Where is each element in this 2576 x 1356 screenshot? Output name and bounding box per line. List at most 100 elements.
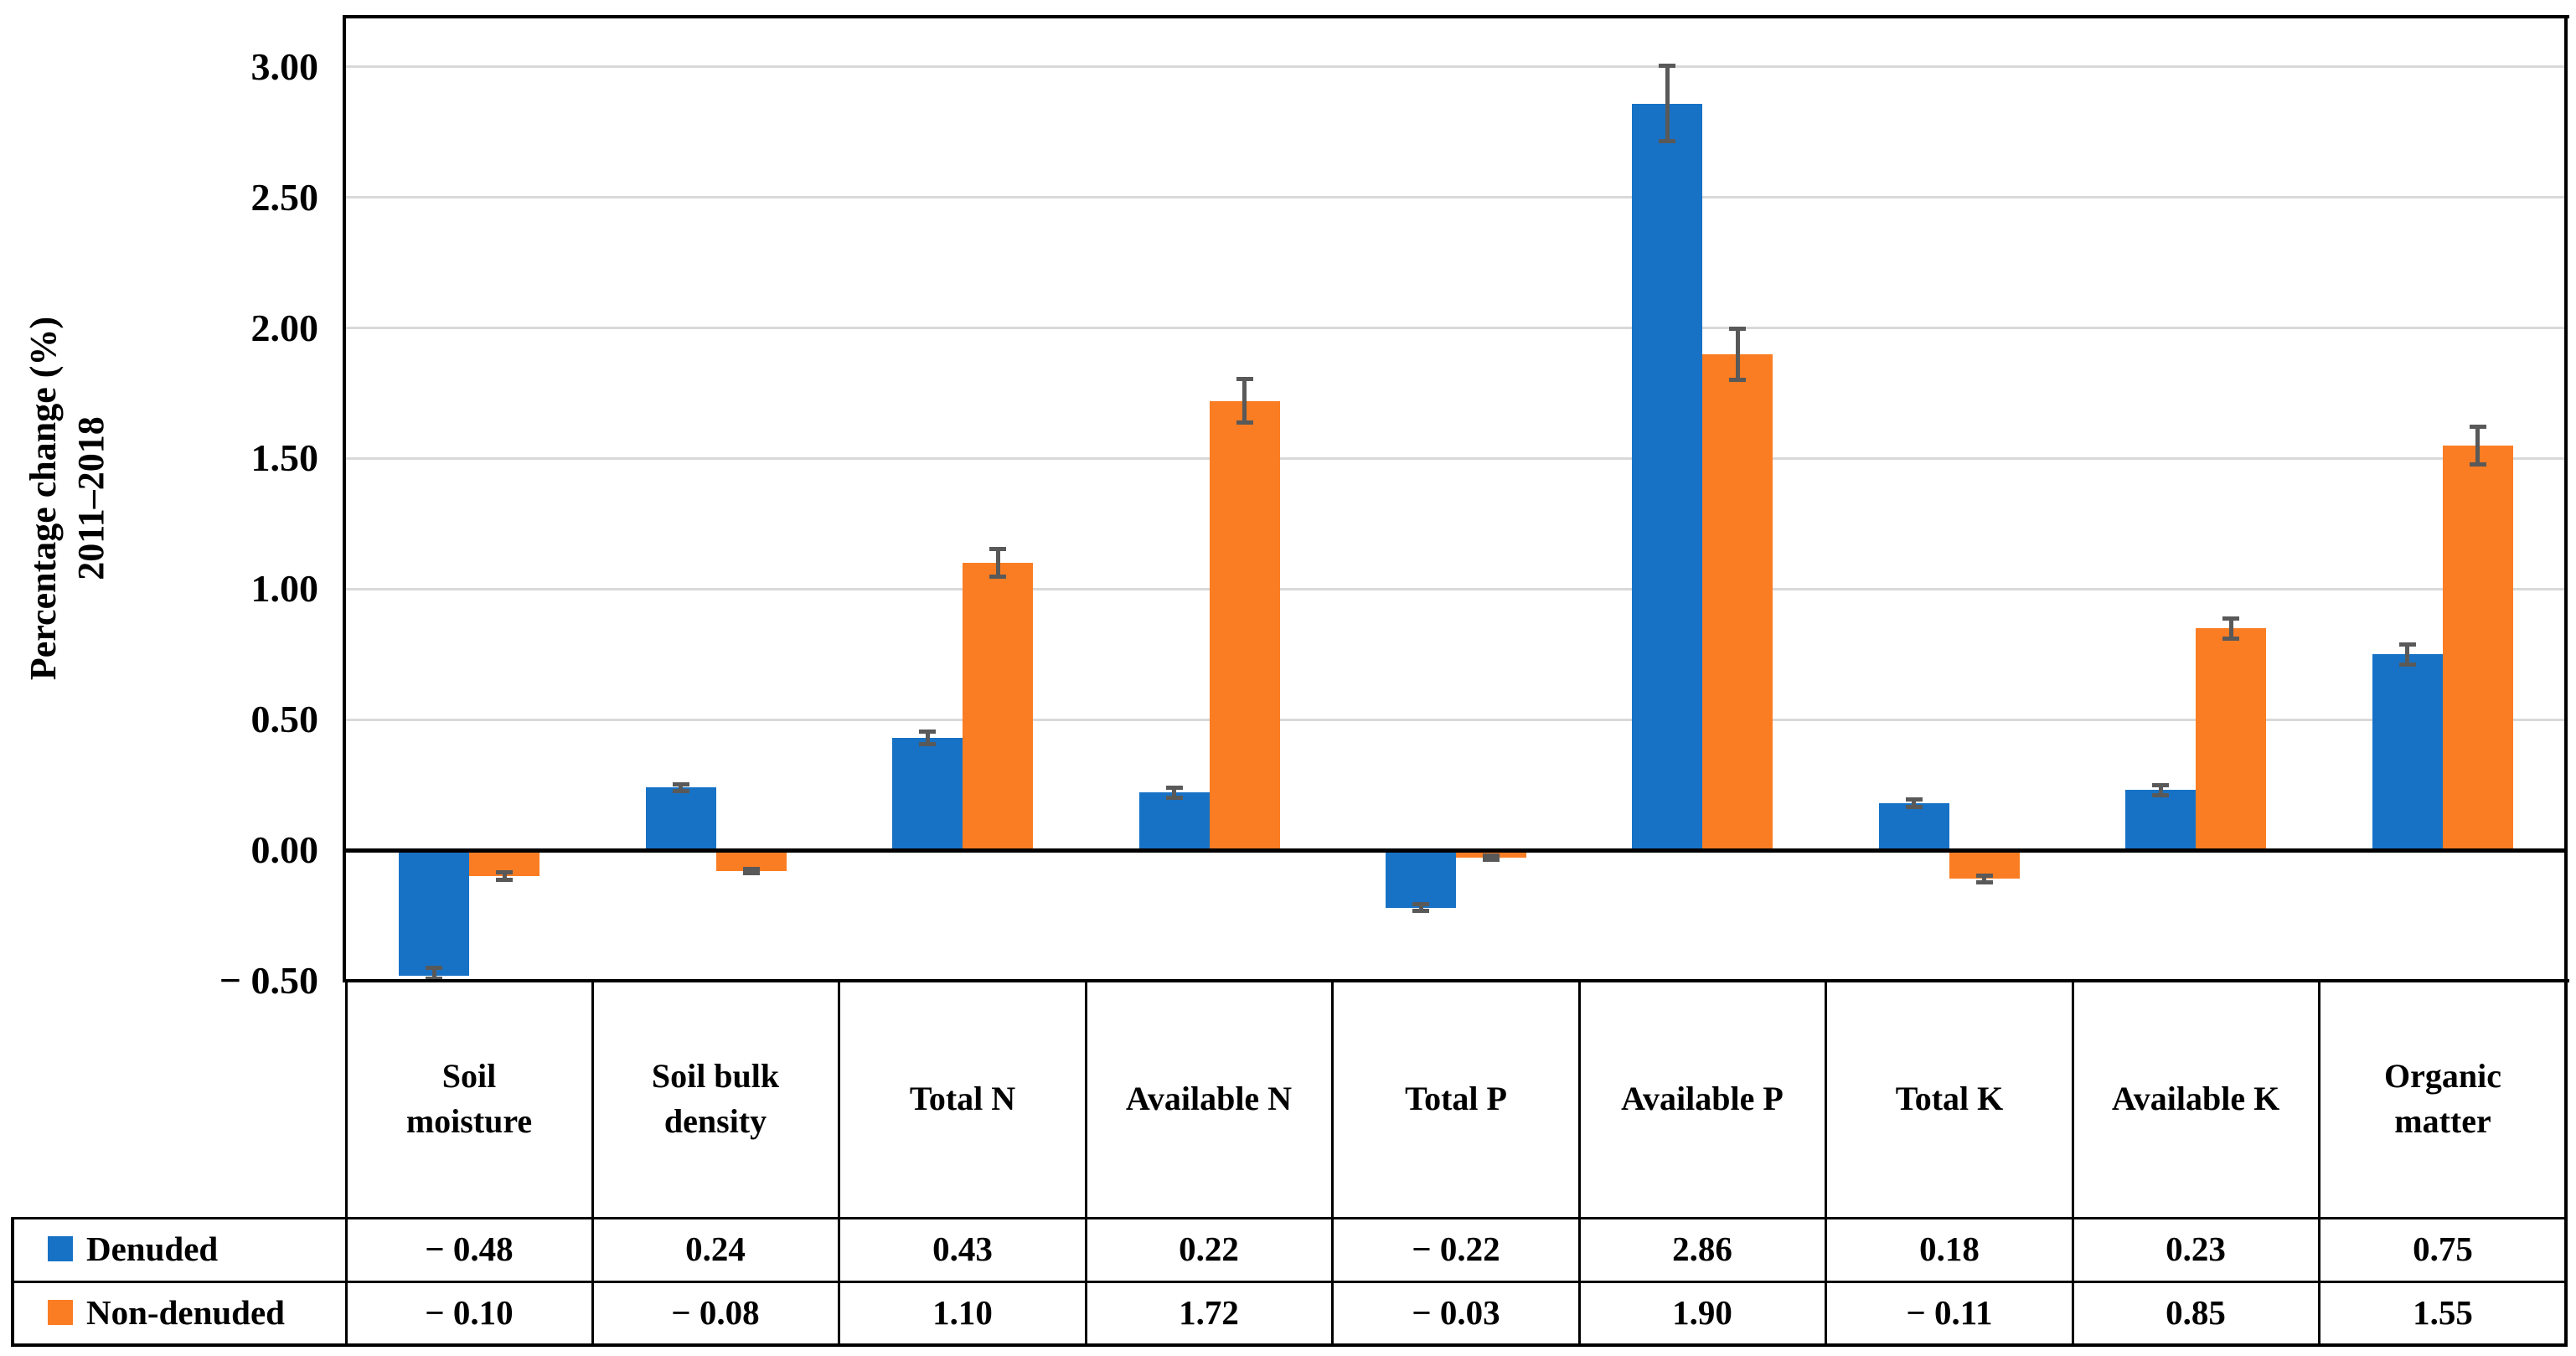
error-bar-non-denuded-available-k-cap-bottom <box>2222 637 2239 641</box>
bar-denuded-soil-moisture <box>399 850 469 976</box>
table-value-non-denuded-organic-matter: 1.55 <box>2413 1292 2473 1332</box>
bar-denuded-total-n <box>892 738 963 850</box>
error-bar-non-denuded-available-p-cap-top <box>1729 327 1746 331</box>
error-bar-non-denuded-available-k-cap-top <box>2222 616 2239 621</box>
legend-label-non-denuded: Non-denuded <box>86 1292 285 1332</box>
table-line-plot-bottom <box>343 979 2569 982</box>
gridline <box>346 588 2566 590</box>
y-tick-label: − 0.50 <box>219 959 318 1002</box>
error-bar-denuded-soil-bulk-density-cap-bottom <box>673 789 689 793</box>
error-bar-denuded-organic-matter-cap-top <box>2399 642 2416 647</box>
table-column-divider <box>1825 981 1827 1347</box>
error-bar-denuded-soil-moisture <box>432 967 436 979</box>
error-bar-denuded-total-p-cap-bottom <box>1412 909 1429 913</box>
error-bar-non-denuded-soil-bulk-density-cap-top <box>743 867 760 871</box>
category-header-available-k: Available K <box>2111 1080 2280 1117</box>
bar-non-denuded-available-n <box>1210 401 1280 850</box>
error-bar-denuded-total-k-cap-top <box>1906 797 1923 802</box>
error-bar-denuded-soil-bulk-density <box>679 784 683 791</box>
table-column-divider <box>345 981 348 1347</box>
gridline <box>346 327 2566 329</box>
table-value-non-denuded-available-n: 1.72 <box>1179 1292 1239 1332</box>
table-column-divider <box>2072 981 2074 1347</box>
table-value-denuded-available-k: 0.23 <box>2166 1230 2226 1268</box>
table-value-denuded-soil-moisture: − 0.48 <box>425 1230 514 1268</box>
error-bar-denuded-available-p <box>1665 65 1670 141</box>
legend-swatch-non-denuded <box>48 1299 73 1325</box>
table-column-divider <box>591 981 594 1347</box>
bar-non-denuded-available-p <box>1702 354 1773 850</box>
table-line-bottom <box>11 1343 2566 1347</box>
y-tick-label: 0.00 <box>250 828 319 871</box>
error-bar-denuded-total-n-cap-bottom <box>919 742 936 746</box>
table-line-row1-top <box>11 1217 2566 1219</box>
table-value-denuded-available-p: 2.86 <box>1672 1230 1732 1268</box>
error-bar-non-denuded-available-p-cap-bottom <box>1729 378 1746 382</box>
table-value-non-denuded-total-p: − 0.03 <box>1412 1292 1500 1332</box>
bar-denuded-total-k <box>1879 803 1949 850</box>
category-header-total-p: Total P <box>1405 1080 1507 1117</box>
y-tick-label: 3.00 <box>250 45 319 88</box>
error-bar-denuded-available-p-cap-bottom <box>1659 139 1675 143</box>
error-bar-non-denuded-total-k-cap-bottom <box>1976 880 1993 884</box>
error-bar-non-denuded-soil-moisture-cap-bottom <box>496 878 513 882</box>
table-value-non-denuded-available-k: 0.85 <box>2166 1292 2226 1332</box>
error-bar-denuded-total-n <box>926 731 930 745</box>
error-bar-non-denuded-total-n <box>996 549 1000 577</box>
category-header-soil-moisture: Soil moisture <box>405 1057 533 1140</box>
error-bar-denuded-total-p-cap-top <box>1412 902 1429 906</box>
error-bar-non-denuded-total-n-cap-top <box>989 547 1006 551</box>
table-column-divider <box>1085 981 1087 1347</box>
bar-denuded-organic-matter <box>2372 654 2443 850</box>
table-value-non-denuded-soil-moisture: − 0.10 <box>425 1292 514 1332</box>
error-bar-non-denuded-total-k <box>1982 875 1986 883</box>
error-bar-non-denuded-soil-moisture <box>503 872 507 879</box>
category-header-available-n: Available N <box>1125 1080 1293 1117</box>
error-bar-denuded-available-k <box>2159 785 2163 795</box>
bar-denuded-soil-bulk-density <box>646 787 716 850</box>
error-bar-non-denuded-available-k <box>2229 618 2233 639</box>
error-bar-denuded-available-k-cap-bottom <box>2152 793 2169 797</box>
table-value-non-denuded-total-n: 1.10 <box>932 1292 993 1332</box>
error-bar-non-denuded-total-n-cap-bottom <box>989 575 1006 579</box>
error-bar-non-denuded-organic-matter-cap-top <box>2470 425 2486 429</box>
legend-swatch-denuded <box>48 1236 73 1261</box>
error-bar-denuded-total-n-cap-top <box>919 730 936 734</box>
bar-non-denuded-available-k <box>2196 628 2266 850</box>
plot-border-right <box>2564 15 2568 1347</box>
table-column-divider <box>838 981 840 1347</box>
y-tick-label: 1.50 <box>250 436 319 479</box>
bar-non-denuded-organic-matter <box>2443 446 2513 850</box>
error-bar-denuded-organic-matter <box>2405 644 2409 665</box>
category-header-soil-bulk-density: Soil bulk density <box>651 1057 780 1140</box>
table-border-left <box>11 1217 14 1347</box>
category-header-organic-matter: Organic matter <box>2384 1057 2501 1140</box>
table-value-denuded-total-k: 0.18 <box>1919 1230 1980 1268</box>
error-bar-denuded-organic-matter-cap-bottom <box>2399 663 2416 667</box>
category-header-total-n: Total N <box>909 1080 1016 1117</box>
error-bar-denuded-available-n-cap-bottom <box>1166 796 1183 800</box>
legend-cell-non-denuded: Non-denuded <box>14 1283 343 1341</box>
table-value-non-denuded-available-p: 1.90 <box>1672 1292 1732 1332</box>
category-header-total-k: Total K <box>1895 1080 2004 1117</box>
error-bar-denuded-available-p-cap-top <box>1659 64 1675 68</box>
error-bar-denuded-soil-moisture-cap-top <box>426 966 442 970</box>
error-bar-non-denuded-organic-matter <box>2475 426 2480 466</box>
table-value-non-denuded-total-k: − 0.11 <box>1906 1292 1993 1332</box>
table-value-denuded-soil-bulk-density: 0.24 <box>685 1230 746 1268</box>
table-value-denuded-available-n: 0.22 <box>1179 1230 1239 1268</box>
y-tick-label: 2.00 <box>250 307 319 349</box>
error-bar-non-denuded-total-p-cap-top <box>1483 853 1500 858</box>
legend-cell-denuded: Denuded <box>14 1219 343 1278</box>
error-bar-denuded-soil-bulk-density-cap-top <box>673 782 689 786</box>
error-bar-non-denuded-total-p-cap-bottom <box>1483 858 1500 862</box>
table-value-denuded-total-p: − 0.22 <box>1412 1230 1500 1268</box>
y-tick-label: 0.50 <box>250 698 319 740</box>
error-bar-denuded-available-n-cap-top <box>1166 786 1183 790</box>
table-value-non-denuded-soil-bulk-density: − 0.08 <box>671 1292 760 1332</box>
gridline <box>346 196 2566 199</box>
bar-denuded-available-k <box>2125 790 2196 850</box>
